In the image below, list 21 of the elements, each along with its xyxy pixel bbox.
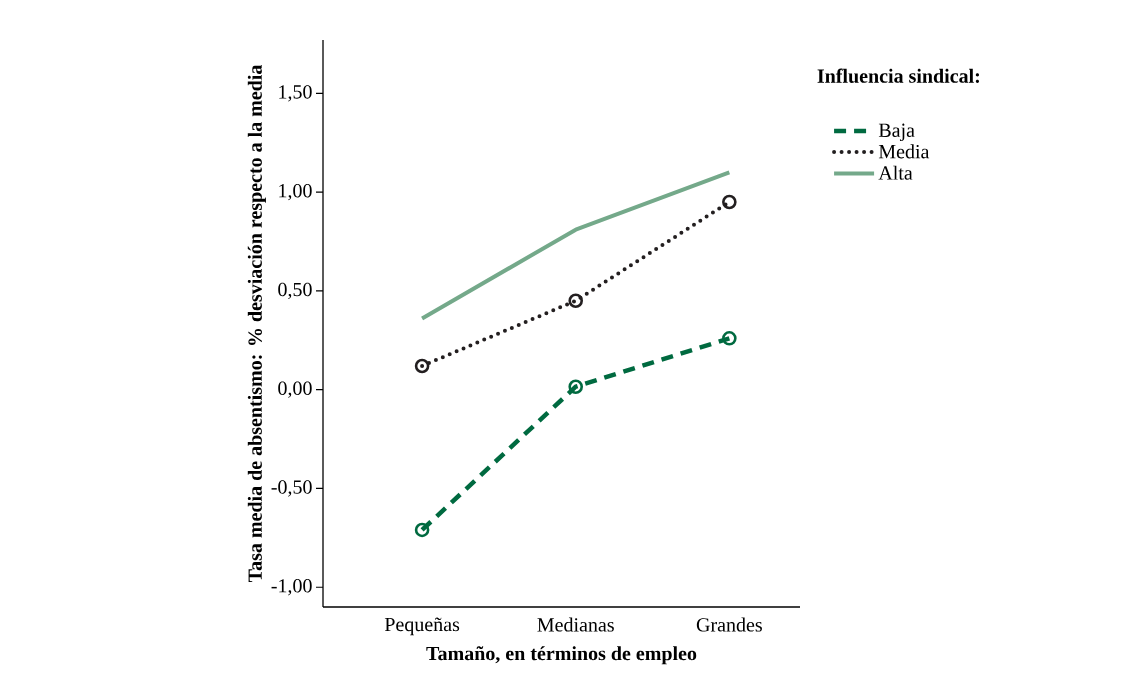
y-tick-label: 0,00 <box>278 381 312 398</box>
y-axis-title: Tasa media de absentismo: % desviación respecto a la media <box>247 64 266 583</box>
x-tick-label: Pequeñas <box>384 617 460 636</box>
legend-title: Influencia sindical: <box>817 68 980 83</box>
point <box>722 331 737 346</box>
y-tick-label: -0,50 <box>271 480 312 497</box>
y-tick-label: 1,00 <box>279 183 312 201</box>
point <box>568 293 584 309</box>
point <box>722 194 737 210</box>
x-axis-title: Tamaño, en términos de empleo <box>426 646 697 665</box>
legend-label: Media <box>878 144 930 159</box>
x-tick-label: Grandes <box>696 617 762 632</box>
y-tick-label: 0,50 <box>278 282 312 300</box>
point <box>568 379 584 395</box>
legend-label: Alta <box>878 165 913 180</box>
point <box>414 522 430 538</box>
legend-label: Baja <box>878 123 915 142</box>
y-tick-label: -1,00 <box>271 579 312 596</box>
x-tick-label: Medianas <box>537 617 614 632</box>
point <box>414 358 430 374</box>
y-tick-label: 1,50 <box>279 85 312 102</box>
